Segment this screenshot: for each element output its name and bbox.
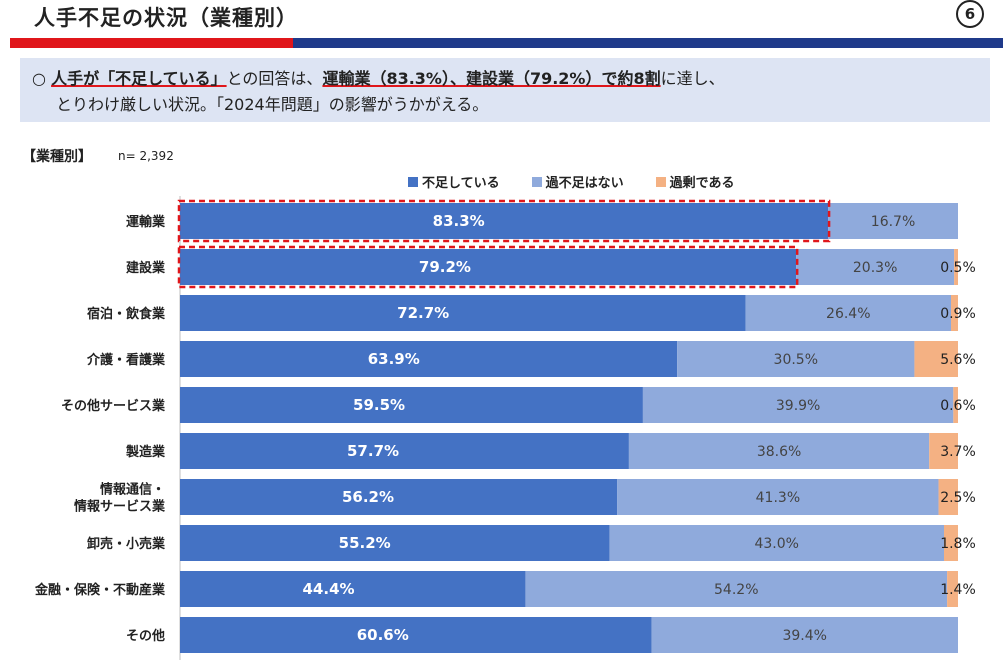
bar-segment: [914, 341, 958, 377]
data-label: 43.0%: [754, 536, 798, 552]
callout-line-2: とりわけ厳しい状況。「2024年問題」の影響がうかがえる。: [56, 95, 489, 114]
category-label: 運輸業: [126, 214, 166, 230]
bar-segment: [828, 203, 958, 239]
data-label: 56.2%: [342, 488, 394, 506]
bar-segment: [617, 479, 939, 515]
data-label: 1.8%: [940, 536, 976, 552]
legend-item-neither: 過不足はない: [531, 172, 624, 191]
bar-segment: [950, 295, 958, 331]
sample-size: n= 2,392: [118, 149, 174, 163]
bar-segment: [642, 387, 954, 423]
category-label: 情報通信・情報サービス業: [74, 482, 166, 515]
bar-segment: [525, 571, 948, 607]
bar-segment: [954, 249, 958, 285]
data-label: 1.4%: [940, 582, 976, 598]
bar-segment: [180, 203, 829, 239]
data-label: 72.7%: [397, 304, 449, 322]
data-label: 5.6%: [940, 352, 976, 368]
data-label: 20.3%: [853, 260, 897, 276]
legend-label-neither: 過不足はない: [545, 176, 624, 191]
bar-segment: [180, 295, 746, 331]
data-label: 2.5%: [940, 490, 976, 506]
bar-segment: [953, 387, 958, 423]
bar-segment: [651, 617, 958, 653]
bar-segment: [628, 433, 930, 469]
callout-text-1: との回答は、: [226, 69, 323, 88]
category-label: 建設業: [126, 260, 166, 276]
legend-swatch-surplus: [655, 176, 666, 187]
data-label: 0.6%: [940, 398, 976, 414]
bar-segment: [180, 433, 629, 469]
data-label: 63.9%: [368, 350, 420, 368]
page-number: 6: [956, 0, 984, 28]
legend-item-surplus: 過剰である: [655, 172, 735, 191]
bar-segment: [180, 617, 652, 653]
category-label: 卸売・小売業: [87, 536, 166, 552]
data-label: 57.7%: [347, 442, 399, 460]
bar-segment: [745, 295, 951, 331]
bar-segment: [943, 525, 958, 561]
callout-emphasis-2: 運輸業（83.3%）、建設業（79.2%）で約8割: [322, 69, 661, 88]
callout-line-1: ○ 人手が「不足している」との回答は、運輸業（83.3%）、建設業（79.2%）…: [32, 65, 725, 89]
title-rule-blue: [293, 38, 1003, 48]
category-label: その他サービス業: [61, 398, 166, 414]
data-label: 55.2%: [339, 534, 391, 552]
category-label: 製造業: [125, 444, 166, 460]
legend-label-shortage: 不足している: [422, 176, 500, 191]
data-label: 60.6%: [357, 626, 409, 644]
data-label: 41.3%: [756, 490, 800, 506]
data-label: 44.4%: [303, 580, 355, 598]
bar-segment: [677, 341, 915, 377]
bar-segment: [938, 479, 958, 515]
data-label: 83.3%: [433, 212, 485, 230]
page-title: 人手不足の状況（業種別）: [34, 6, 298, 30]
data-label: 3.7%: [940, 444, 976, 460]
summary-callout: ○ 人手が「不足している」との回答は、運輸業（83.3%）、建設業（79.2%）…: [20, 58, 990, 122]
data-label: 39.9%: [776, 398, 820, 414]
bar-segment: [180, 479, 618, 515]
bar-segment: [180, 341, 678, 377]
title-rule-red: [10, 38, 293, 48]
callout-emphasis-1: 人手が「不足している」: [51, 69, 227, 88]
data-label: 0.9%: [940, 306, 976, 322]
data-label: 16.7%: [871, 214, 915, 230]
highlight-box: [177, 199, 831, 243]
data-label: 26.4%: [826, 306, 870, 322]
callout-text-2: に達し、: [660, 69, 725, 88]
category-label: 金融・保険・不動産業: [34, 582, 166, 598]
category-label: 宿泊・飲食業: [87, 306, 166, 322]
callout-marker: ○: [32, 69, 46, 88]
category-label: 介護・看護業: [86, 352, 166, 368]
data-label: 38.6%: [757, 444, 801, 460]
data-label: 0.5%: [940, 260, 976, 276]
bar-segment: [180, 571, 526, 607]
chart-legend: 不足している 過不足はない 過剰である: [408, 172, 735, 191]
bar-segment: [180, 525, 610, 561]
data-label: 39.4%: [782, 628, 826, 644]
legend-swatch-shortage: [408, 176, 418, 187]
data-label: 59.5%: [353, 396, 405, 414]
bar-segment: [929, 433, 958, 469]
bar-segment: [180, 387, 643, 423]
bar-segment: [609, 525, 944, 561]
legend-item-shortage: 不足している: [408, 172, 500, 191]
data-label: 79.2%: [419, 258, 471, 276]
bar-segment: [180, 249, 797, 285]
data-label: 54.2%: [714, 582, 758, 598]
bar-segment: [796, 249, 955, 285]
legend-swatch-neither: [531, 176, 542, 187]
legend-label-surplus: 過剰である: [669, 176, 735, 191]
data-label: 30.5%: [774, 352, 818, 368]
category-label: その他: [126, 628, 165, 644]
section-label: 【業種別】: [22, 149, 92, 165]
bar-segment: [947, 571, 958, 607]
